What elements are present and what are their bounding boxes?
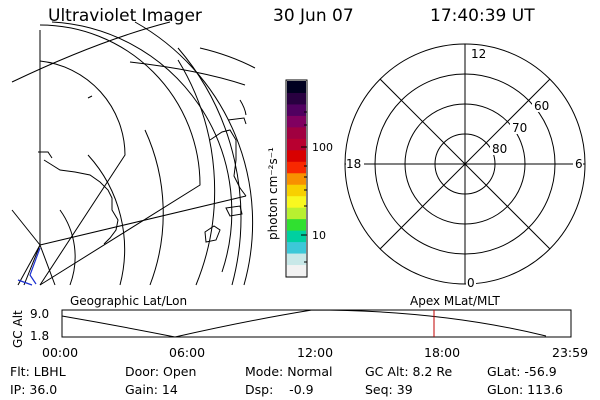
lat-circle: [144, 129, 164, 286]
lat-arc: [199, 47, 256, 69]
lon-line: [23, 244, 41, 286]
colorbar-cell: [287, 207, 306, 220]
colorbar-cell: [287, 126, 306, 139]
lat-circle: [177, 47, 242, 286]
lat-arc: [11, 21, 171, 83]
lat-circle: [87, 154, 126, 286]
lat-circle: [177, 59, 216, 286]
glon-value: GLon: 113.6: [487, 382, 563, 397]
ip-value: IP: 36.0: [10, 382, 58, 397]
time-tick: 23:59: [552, 345, 589, 360]
colorbar-cell: [287, 149, 306, 162]
dsp-value: Dsp: -0.9: [245, 382, 314, 397]
label-bg: [532, 98, 552, 112]
colorbar-cell: [287, 81, 306, 93]
time-tick: 00:00: [42, 345, 79, 360]
colorbar-tick-label: 100: [312, 141, 333, 154]
polar-axis: [379, 78, 551, 250]
coastline: [225, 205, 243, 217]
colorbar-tick-label: 10: [312, 229, 326, 242]
filter-value: Flt: LBHL: [10, 364, 66, 379]
alt-max-label: 9.0: [30, 307, 49, 321]
label-bg: [490, 141, 510, 155]
colorbar-cell: [287, 161, 306, 174]
colorbar-cell: [287, 230, 306, 243]
door-value: Door: Open: [125, 364, 197, 379]
mlt-label-6: 6: [575, 157, 583, 171]
label-bg: [573, 156, 583, 170]
colorbar-cell: [287, 218, 306, 231]
mlt-label-0: 0: [467, 276, 475, 290]
lat-label-60: 60: [534, 99, 549, 113]
gc-alt-value: GC Alt: 8.2 Re: [365, 364, 453, 379]
time-tick: 18:00: [424, 345, 461, 360]
lat-arc: [129, 61, 246, 86]
time-tick: 06:00: [169, 345, 206, 360]
lon-line: [11, 209, 41, 246]
colorbar-cell: [287, 184, 306, 197]
instrument-title: Ultraviolet Imager: [48, 6, 202, 26]
lat-circle: [39, 24, 201, 286]
colorbar-cell: [287, 138, 306, 151]
polar-plot: [344, 43, 586, 285]
lat-label-80: 80: [492, 142, 507, 156]
lat-circle: [134, 21, 254, 286]
coastline: [38, 151, 53, 159]
apex-label: Apex MLat/MLT: [410, 294, 500, 308]
colorbar-cell: [287, 253, 306, 266]
coastline: [204, 225, 221, 243]
colorbar-cell: [287, 103, 306, 116]
lon-line: [39, 244, 56, 286]
mlt-label-12: 12: [471, 47, 486, 61]
colorbar-cell: [287, 195, 306, 208]
time-tick: 12:00: [297, 345, 334, 360]
colorbar-cell: [287, 241, 306, 254]
lat-circle: [51, 21, 233, 273]
blue-arc: [29, 247, 41, 285]
altitude-curve: [61, 309, 547, 338]
label-bg: [346, 156, 364, 170]
alt-axis-title: GC Alt: [11, 310, 25, 348]
mlt-label-18: 18: [346, 157, 361, 171]
lat-circle: [59, 209, 76, 286]
colorbar-cell: [287, 172, 306, 185]
date-label: 30 Jun 07: [273, 6, 354, 26]
coastline: [87, 95, 93, 99]
lat-circle: [39, 60, 126, 286]
label-bg: [510, 120, 530, 134]
mode-value: Mode: Normal: [245, 364, 333, 379]
label-bg: [470, 48, 484, 60]
gain-value: Gain: 14: [125, 382, 178, 397]
alt-min-label: 1.8: [30, 329, 49, 343]
colorbar-cell: [287, 264, 306, 277]
seq-value: Seq: 39: [365, 382, 413, 397]
lat-arc: [239, 99, 247, 116]
time-label: 17:40:39 UT: [430, 6, 535, 26]
glat-value: GLat: -56.9: [487, 364, 557, 379]
colorbar-gradient: [287, 81, 306, 277]
colorbar-cell: [287, 92, 306, 105]
geographic-label: Geographic Lat/Lon: [70, 294, 187, 308]
coastline: [209, 129, 247, 197]
coastline: [43, 159, 119, 245]
lon-line: [17, 244, 41, 286]
colorbar-frame: [285, 79, 308, 278]
lat-label-70: 70: [512, 121, 527, 135]
colorbar-cell: [287, 115, 306, 128]
timeline-frame: [61, 309, 572, 338]
coastline: [227, 117, 247, 125]
label-bg: [466, 276, 476, 288]
colorbar-unit-label: photon cm⁻²s⁻¹: [266, 147, 280, 240]
lon-line: [39, 195, 247, 246]
blue-arc: [17, 279, 33, 286]
